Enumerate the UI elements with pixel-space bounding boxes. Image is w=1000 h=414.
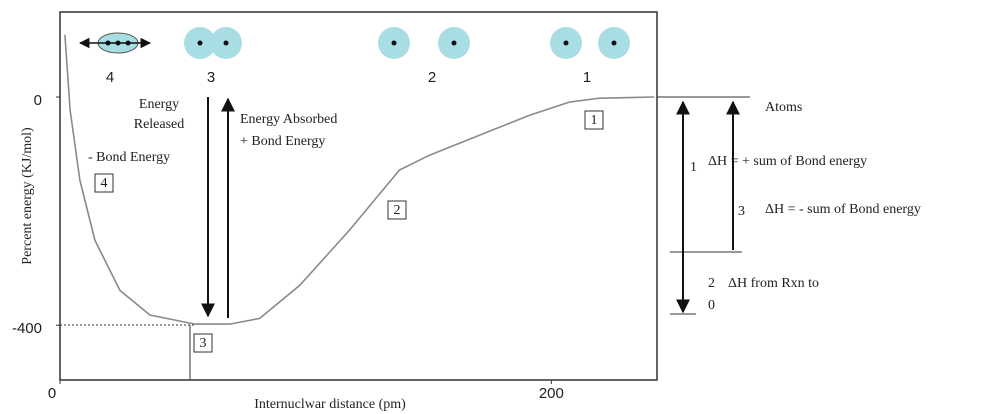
y-tick-label: -400 [12,320,42,337]
annotation: Energy [139,97,179,112]
atom-label: 2 [428,69,436,86]
atom-label: 3 [207,69,215,86]
annotation: ΔH from Rxn to [728,276,819,291]
x-axis-title: Internuclwar distance (pm) [254,397,406,412]
annotation: 0 [708,298,715,313]
x-tick-label: 0 [48,385,56,402]
atom-labels: 4 3 2 1 [106,69,591,86]
atoms [80,27,630,59]
atom-label: 4 [106,69,114,86]
annotation: Released [134,117,185,132]
annotation: Energy Absorbed [240,112,337,127]
chart: 4 3 2 1 Energy Released - Bond Energy En… [0,0,1000,414]
box-label: 1 [591,113,598,128]
annotation: ΔH = - sum of Bond energy [765,202,921,217]
annotation: ΔH = + sum of Bond energy [708,154,867,169]
x-tick-label: 200 [539,385,564,402]
annotation: 3 [738,204,745,219]
annotation: Atoms [765,100,802,115]
annotation: + Bond Energy [240,134,325,149]
annotation: 1 [690,160,697,175]
energy-curve [65,35,654,324]
page: 4 3 2 1 Energy Released - Bond Energy En… [0,0,1000,414]
box-label: 3 [200,336,207,351]
atom-label: 1 [583,69,591,86]
annotation: 2 [708,276,715,291]
y-axis-title: Percent energy (KJ/mol) [20,127,35,265]
box-label: 2 [394,203,401,218]
box-label: 4 [101,176,108,191]
annotation: - Bond Energy [88,150,170,165]
y-tick-label: 0 [34,92,42,109]
